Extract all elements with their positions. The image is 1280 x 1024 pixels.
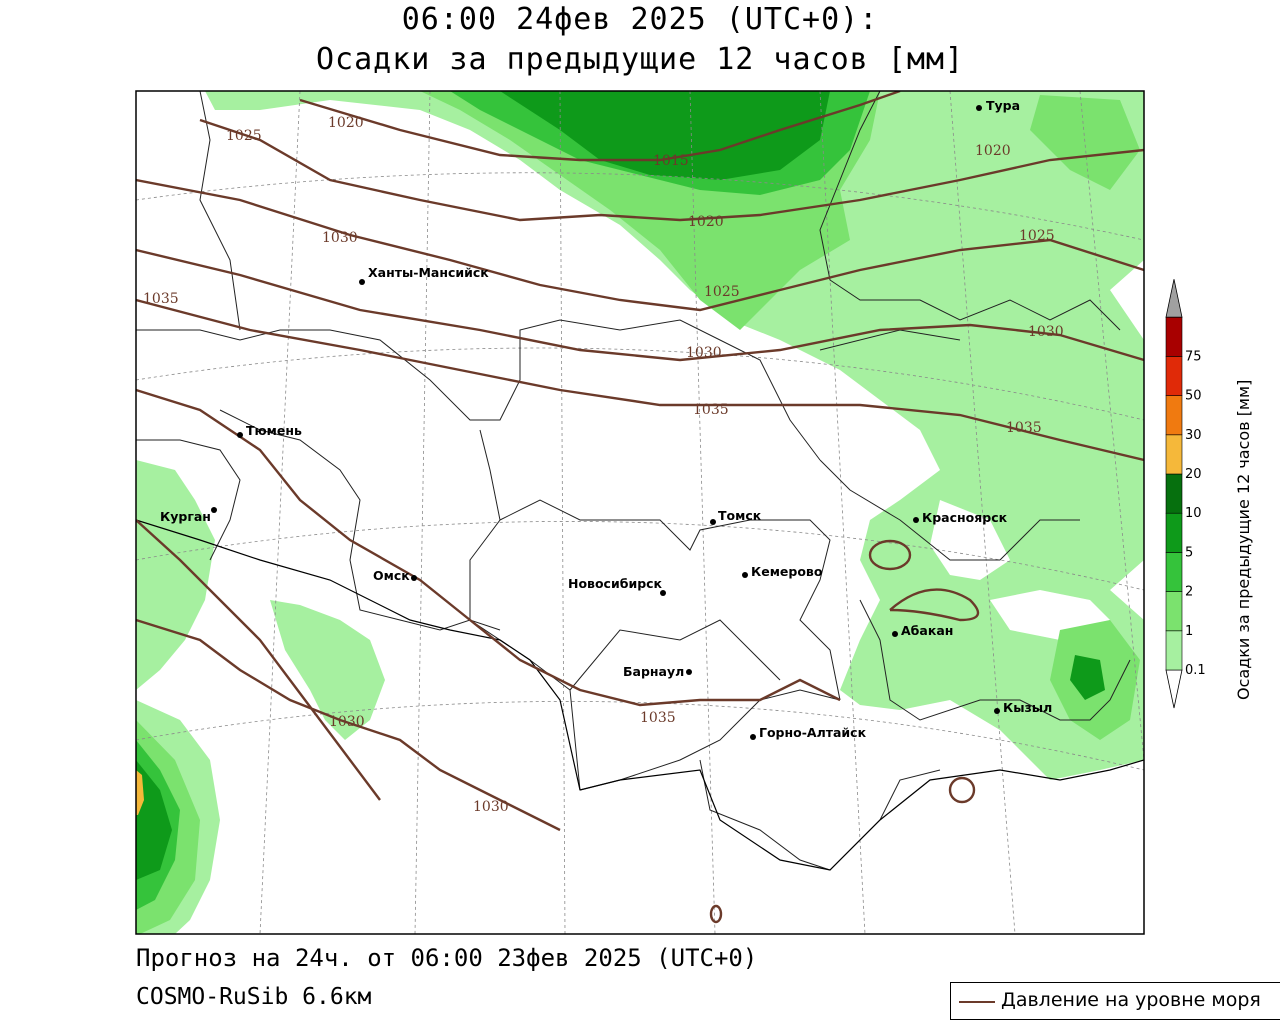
map-frame bbox=[135, 90, 1145, 935]
map-title-time: 06:00 24фев 2025 (UTC+0): bbox=[401, 2, 879, 37]
colorbar-segment bbox=[1165, 356, 1183, 396]
city-label-kemerovo: Кемерово bbox=[751, 564, 823, 579]
city-label-novosibirsk: Новосибирск bbox=[568, 576, 663, 591]
colorbar-segment bbox=[1165, 630, 1183, 671]
precip-very-heavy-areas bbox=[136, 91, 1105, 880]
city-markers: Тура Ханты-Мансийск Тюмень Курган Омск Н… bbox=[160, 98, 1052, 740]
city-label-kurgan: Курган bbox=[160, 509, 211, 524]
colorbar-over-triangle bbox=[1165, 279, 1183, 318]
colorbar-under-triangle bbox=[1165, 669, 1183, 709]
colorbar-tick-label: 75 bbox=[1185, 349, 1202, 364]
colorbar-segment bbox=[1165, 473, 1183, 514]
isobar-label: 1020 bbox=[328, 115, 364, 131]
city-dot bbox=[411, 575, 417, 581]
pressure-legend-line bbox=[959, 1001, 995, 1003]
colorbar-segment bbox=[1165, 591, 1183, 632]
isobars bbox=[136, 91, 1144, 924]
map-area: 1025 1020 1015 1020 1020 1025 1030 1035 … bbox=[136, 91, 1144, 934]
colorbar-segment bbox=[1165, 552, 1183, 592]
forecast-info: Прогноз на 24ч. от 06:00 23фев 2025 (UTC… bbox=[136, 944, 758, 972]
colorbar-tick-label: 20 bbox=[1185, 467, 1202, 482]
isobar-label: 1025 bbox=[1019, 228, 1055, 244]
isobar-labels: 1025 1020 1015 1020 1020 1025 1030 1035 … bbox=[143, 115, 1064, 815]
city-dot bbox=[976, 105, 982, 111]
city-dot bbox=[686, 669, 692, 675]
colorbar-segment bbox=[1165, 395, 1183, 436]
city-dot bbox=[237, 432, 243, 438]
map-title-variable: Осадки за предыдущие 12 часов [мм] bbox=[315, 42, 965, 77]
city-dot bbox=[742, 572, 748, 578]
isobar-label: 1035 bbox=[640, 710, 676, 726]
city-dot bbox=[710, 519, 716, 525]
city-label-barnaul: Барнаул bbox=[623, 664, 684, 679]
colorbar-tick-label: 10 bbox=[1185, 506, 1202, 521]
isobar-label: 1020 bbox=[975, 143, 1011, 159]
pressure-legend-label: Давление на уровне моря bbox=[1001, 989, 1261, 1011]
city-dot bbox=[660, 590, 666, 596]
isobar-label: 1035 bbox=[693, 402, 729, 418]
colorbar-tick-label: 1 bbox=[1185, 624, 1193, 639]
city-label-tomsk: Томск bbox=[718, 508, 762, 523]
city-dot bbox=[359, 279, 365, 285]
city-label-khanty-mansiysk: Ханты-Мансийск bbox=[368, 265, 489, 280]
colorbar-title: Осадки за предыдущие 12 часов [мм] bbox=[1234, 379, 1253, 700]
pressure-legend: Давление на уровне моря bbox=[950, 982, 1280, 1020]
model-name: COSMO-RuSib 6.6км bbox=[136, 984, 372, 1010]
colorbar-segment bbox=[1165, 434, 1183, 475]
city-label-abakan: Абакан bbox=[901, 623, 953, 638]
city-dot bbox=[994, 708, 1000, 714]
colorbar-tick-label: 2 bbox=[1185, 585, 1193, 600]
country-border bbox=[136, 519, 1144, 871]
city-label-omsk: Омск bbox=[373, 568, 410, 583]
isobar-label: 1030 bbox=[322, 230, 358, 246]
isobar-label: 1030 bbox=[473, 799, 509, 815]
isobar-label: 1025 bbox=[226, 128, 262, 144]
city-label-krasnoyarsk: Красноярск bbox=[922, 510, 1008, 525]
isobar-label: 1035 bbox=[143, 291, 179, 307]
colorbar-tick-label: 30 bbox=[1185, 428, 1202, 443]
city-label-tyumen: Тюмень bbox=[246, 423, 302, 438]
colorbar-tick-label: 50 bbox=[1185, 389, 1202, 404]
isobar-label: 1030 bbox=[686, 345, 722, 361]
city-label-tura: Тура bbox=[986, 98, 1020, 113]
colorbar-tick-label: 0.1 bbox=[1185, 663, 1206, 678]
city-dot bbox=[913, 517, 919, 523]
colorbar-tick-label: 5 bbox=[1185, 545, 1193, 560]
precip-extreme-areas bbox=[136, 770, 144, 815]
isobar-label: 1030 bbox=[329, 714, 365, 730]
isobar-label: 1030 bbox=[1028, 324, 1064, 340]
colorbar-segment bbox=[1165, 512, 1183, 553]
isobar-label: 1025 bbox=[704, 284, 740, 300]
city-label-gorno-altaysk: Горно-Алтайск bbox=[759, 725, 867, 740]
city-label-kyzyl: Кызыл bbox=[1003, 700, 1052, 715]
city-dot bbox=[211, 507, 217, 513]
isobar-label: 1035 bbox=[1006, 420, 1042, 436]
colorbar: 0.1 1 2 5 10 20 30 50 75 bbox=[1165, 279, 1206, 709]
city-dot bbox=[892, 631, 898, 637]
isobar-label: 1015 bbox=[653, 153, 689, 169]
isobar-label: 1020 bbox=[688, 214, 724, 230]
city-dot bbox=[750, 734, 756, 740]
graticule bbox=[136, 91, 1144, 934]
colorbar-segment bbox=[1165, 316, 1183, 357]
